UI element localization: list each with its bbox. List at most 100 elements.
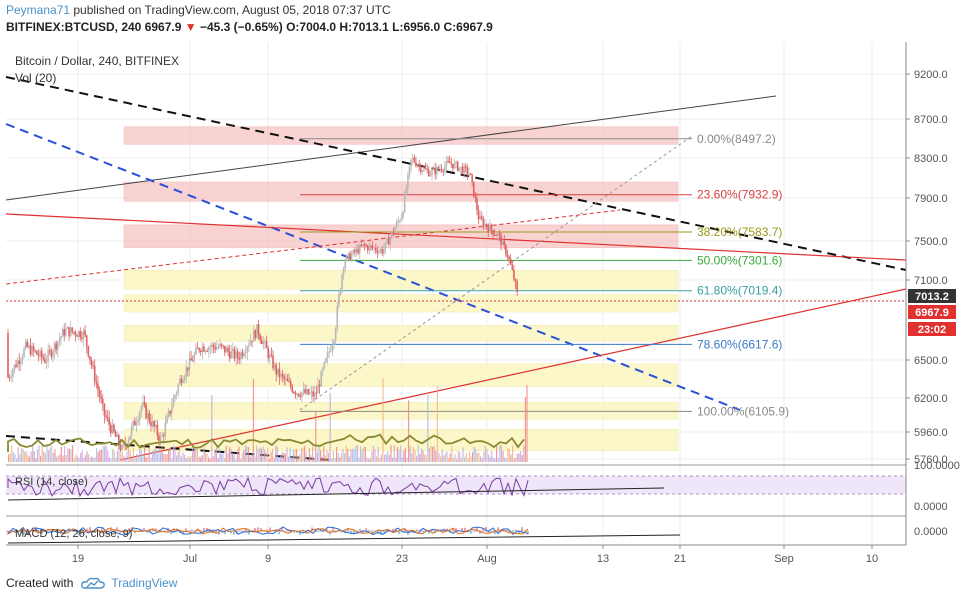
volume-bar [129,450,131,462]
ohlc-values: O:7004.0 H:7013.1 L:6956.0 C:6967.9 [286,20,493,34]
candle-body [479,216,481,220]
volume-bar [480,456,482,462]
volume-bar [73,458,75,462]
volume-bar [334,458,336,462]
candle-body [365,245,367,247]
candle-body [71,327,74,332]
candle-body [513,269,515,280]
fib-level-label: 61.80%(7019.4) [697,284,782,298]
candle-body [206,350,208,352]
macd-histogram-bar [98,529,100,531]
candle-body [232,348,234,352]
candle-body [458,167,461,171]
volume-bar [505,458,507,462]
candle-body [79,331,82,338]
candle-body [347,253,350,256]
candle-body [289,381,292,387]
candle-body [52,351,54,357]
candle-body [484,223,486,227]
candle-body [153,421,155,427]
volume-bar [96,447,98,462]
volume-bar [516,453,518,462]
candle-body [244,352,247,354]
volume-bar [270,451,272,462]
candle-body [336,306,339,329]
volume-bar [89,457,91,462]
upper-trend-line [5,95,777,201]
volume-bar [484,446,486,462]
fib-level-label: 100.00%(6105.9) [697,404,789,418]
candle-body [34,350,37,352]
macd-histogram-bar [146,531,148,533]
macd-histogram-bar [494,531,496,535]
candle-body [407,174,409,189]
candle-body [204,350,207,352]
volume-bar [72,445,74,462]
volume-bar [83,457,85,462]
candle-body [154,424,157,427]
candle-body [338,294,340,307]
tradingview-link[interactable]: TradingView [111,576,178,590]
macd-line [7,526,529,536]
candle-body [493,234,496,236]
volume-bar [41,445,43,462]
candle-body [466,167,469,175]
volume-label: Vol (20) [15,71,56,85]
price-axis-badge [908,305,956,319]
volume-bar [142,456,144,462]
macd-histogram-bar [431,530,433,531]
volume-bar [300,448,302,462]
volume-bar [94,457,96,462]
rsi-tick-label: 100.0000 [914,460,960,472]
macd-histogram-bar [224,531,226,535]
volume-bar [526,385,528,462]
volume-bar [12,452,14,462]
volume-bar [411,452,413,462]
volume-bar [420,448,422,462]
volume-bar [192,446,194,462]
x-tick-label: 13 [597,553,609,565]
symbol-name: BITFINEX:BTCUSD, 240 [6,20,142,34]
candle-body [302,389,305,393]
candle-body [389,237,392,245]
candle-body [301,392,303,398]
resistance-zone [123,224,679,249]
candle-body [370,245,372,247]
volume-bar [499,445,501,462]
fibonacci-retracement: 0.00%(8497.2) 23.60%(7932.9) 38.20%(7583.7… [300,132,789,418]
candle-body [392,231,395,233]
volume-bar [187,456,189,462]
y-tick-label: 8300.0 [914,153,948,165]
macd-histogram-bar [416,529,418,531]
volume-bar [132,448,134,462]
macd-histogram-bar [233,531,235,535]
candle-body [384,242,387,250]
candle-body [273,364,276,369]
candle-body [408,166,411,175]
macd-histogram-bar [215,531,217,534]
candle-body [215,347,218,350]
author-link[interactable]: Peymana71 [6,3,71,17]
candle-body [254,330,257,339]
volume-bar [80,453,82,462]
candle-body [185,367,188,377]
x-tick-label: Sep [774,553,794,565]
volume-bar [236,449,238,462]
volume-bar [62,455,64,462]
volume-bar [347,448,349,462]
volume-bar [28,456,30,462]
candle-body [81,337,83,339]
support-zone [123,294,679,313]
candle-body [286,378,289,382]
volume-bar [158,448,160,462]
volume-bar [260,448,262,462]
candle-body [60,336,62,340]
candle-body [214,347,216,350]
macd-histogram-bar [158,529,160,531]
volume-bar [230,448,232,462]
volume-bar [57,455,59,462]
candle-body [413,157,416,163]
x-tick-label: 23 [396,553,408,565]
candle-body [498,233,501,236]
